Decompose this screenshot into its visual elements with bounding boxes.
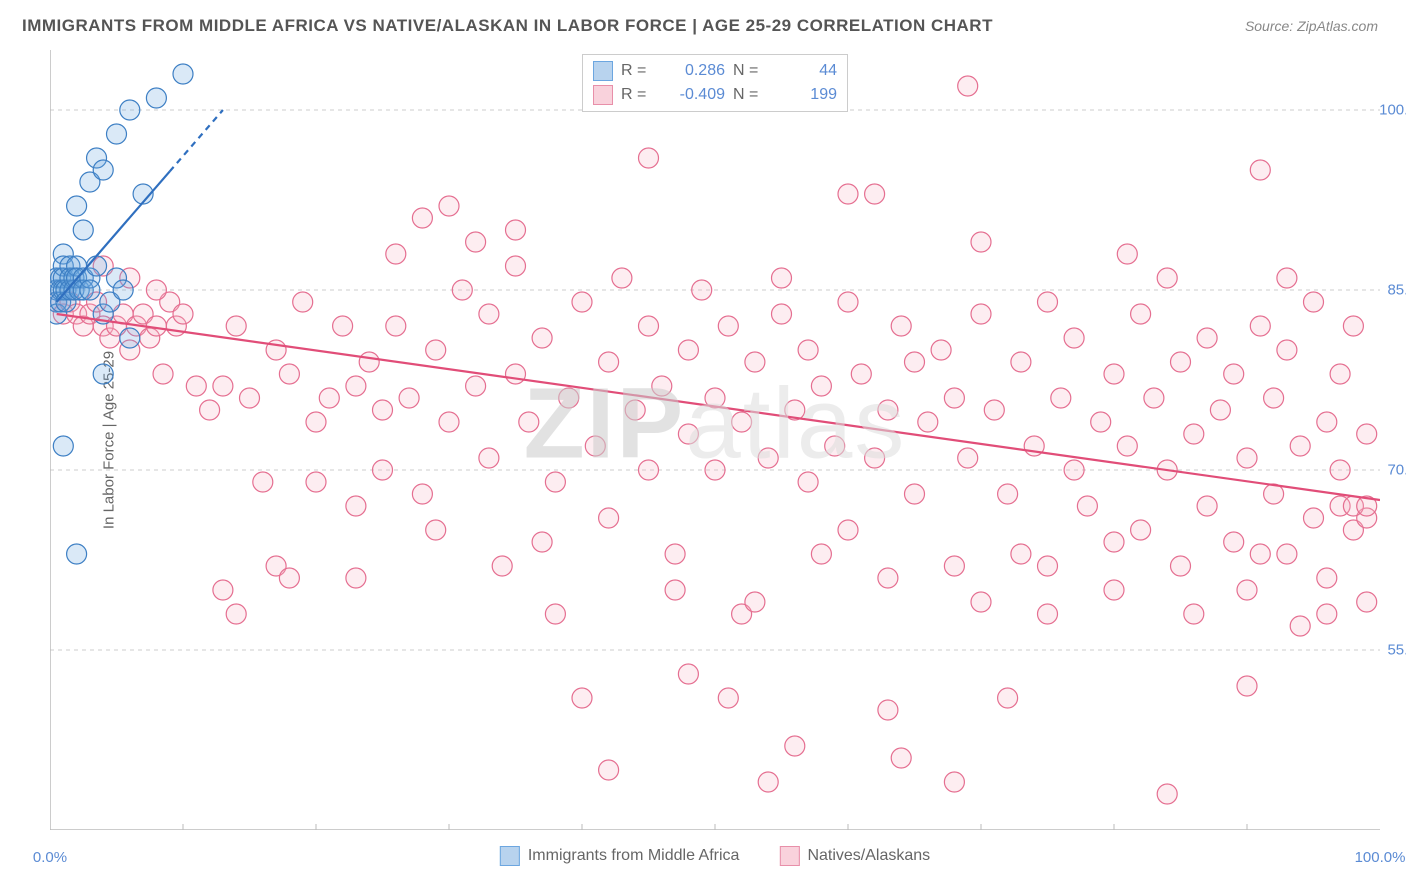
y-tick-label: 100.0% [1379, 102, 1406, 119]
legend-stat-row: R = 0.286 N = 44 [593, 59, 837, 83]
y-tick-label: 70.0% [1387, 462, 1406, 479]
n-label: N = [733, 62, 769, 80]
legend-swatch [593, 85, 613, 105]
correlation-legend: R = 0.286 N = 44 R = -0.409 N = 199 [582, 54, 848, 112]
n-value: 199 [777, 86, 837, 104]
r-label: R = [621, 62, 657, 80]
legend-swatch [593, 61, 613, 81]
chart-title: IMMIGRANTS FROM MIDDLE AFRICA VS NATIVE/… [22, 16, 993, 36]
legend-item: Natives/Alaskans [779, 846, 930, 866]
y-tick-label: 85.0% [1387, 282, 1406, 299]
r-value: 0.286 [665, 62, 725, 80]
series-legend: Immigrants from Middle Africa Natives/Ala… [500, 846, 930, 866]
legend-swatch [779, 846, 799, 866]
n-label: N = [733, 86, 769, 104]
chart-area: In Labor Force | Age 25-29 ZIPatlas R =0… [50, 50, 1380, 830]
r-value: -0.409 [665, 86, 725, 104]
scatter-plot [50, 50, 1380, 830]
n-value: 44 [777, 62, 837, 80]
legend-item: Immigrants from Middle Africa [500, 846, 740, 866]
legend-stat-row: R = -0.409 N = 199 [593, 83, 837, 107]
x-tick-label: 0.0% [33, 849, 67, 866]
source-attribution: Source: ZipAtlas.com [1245, 18, 1378, 34]
legend-label: Natives/Alaskans [807, 847, 930, 865]
y-tick-label: 55.0% [1387, 642, 1406, 659]
legend-swatch [500, 846, 520, 866]
x-tick-label: 100.0% [1355, 849, 1406, 866]
legend-label: Immigrants from Middle Africa [528, 847, 740, 865]
r-label: R = [621, 86, 657, 104]
